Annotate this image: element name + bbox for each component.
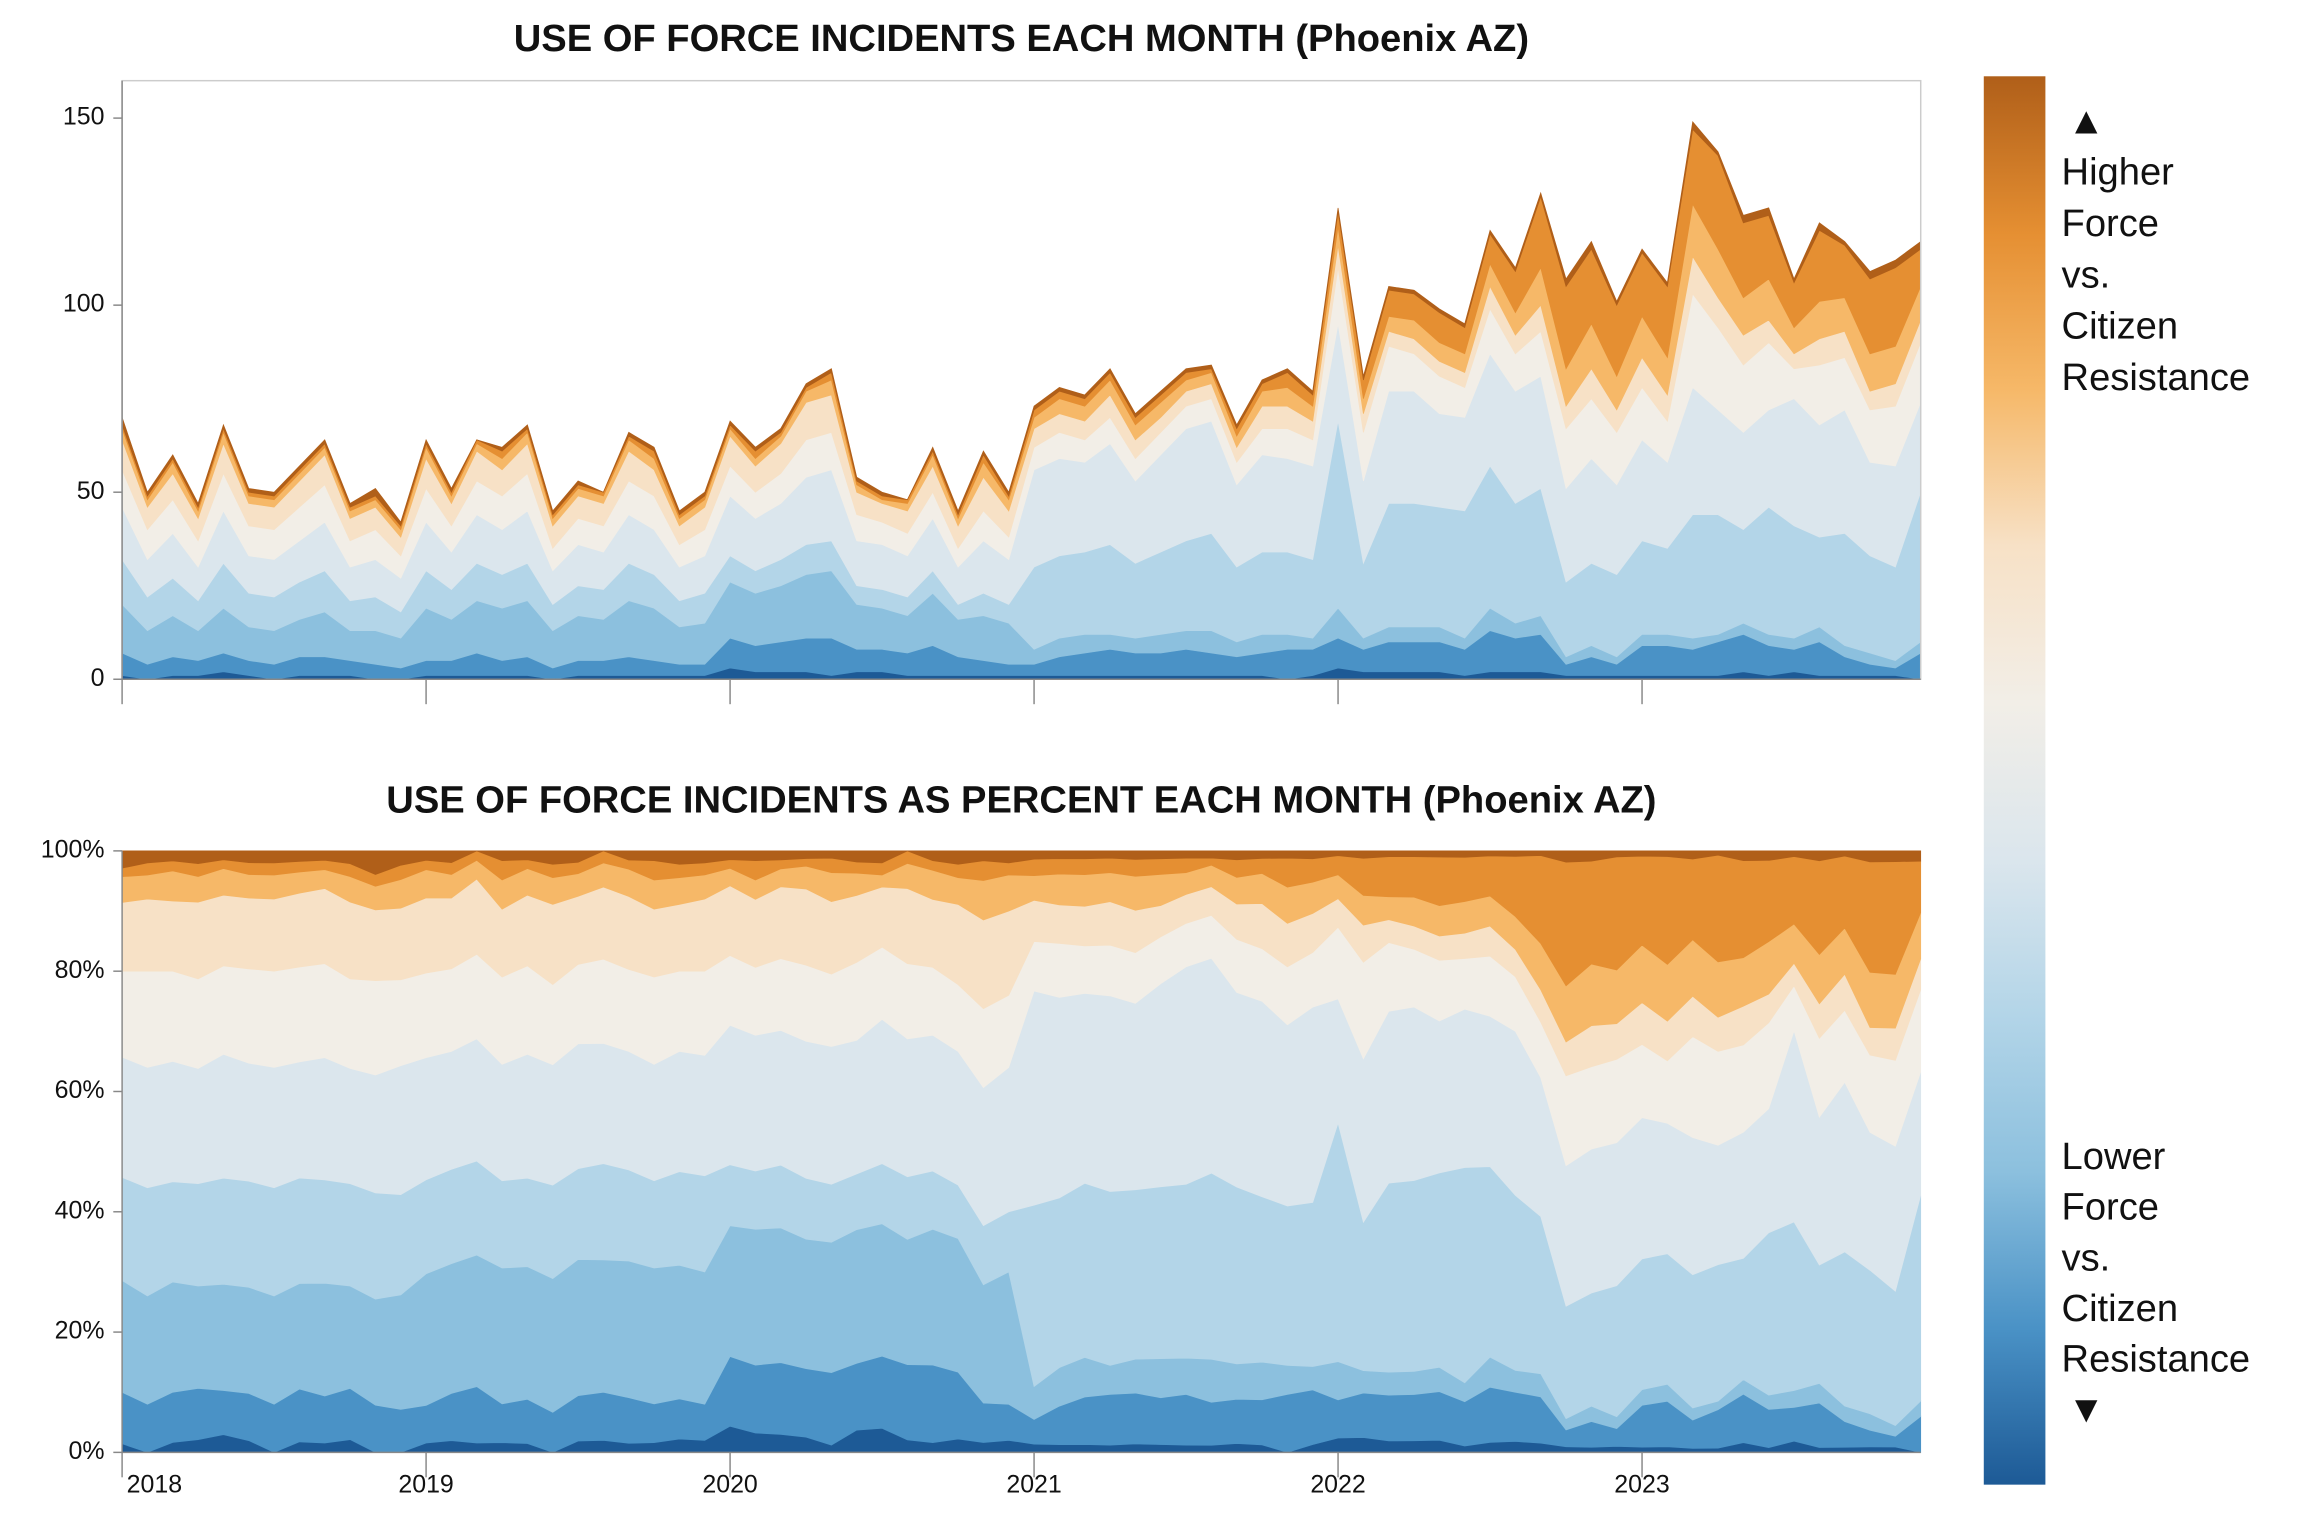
x-tick-label: 2018 xyxy=(127,1471,182,1499)
y-tick-label: 0 xyxy=(91,664,105,692)
y-tick-label: 100 xyxy=(63,290,105,318)
y-tick-label: 20% xyxy=(55,1317,105,1345)
legend-label: ▲ xyxy=(2067,99,2105,142)
legend-label: Resistance xyxy=(2062,1337,2251,1380)
y-tick-label: 60% xyxy=(55,1076,105,1104)
x-tick-label: 2023 xyxy=(1614,1471,1669,1499)
x-tick-label: 2022 xyxy=(1310,1471,1365,1499)
area-layer xyxy=(121,850,1922,875)
y-tick-label: 150 xyxy=(63,103,105,131)
y-tick-label: 80% xyxy=(55,956,105,984)
legend-label: ▼ xyxy=(2067,1388,2105,1431)
color-ramp xyxy=(1983,76,2046,1485)
y-tick-label: 0% xyxy=(68,1437,104,1465)
chart-title: USE OF FORCE INCIDENTS EACH MONTH (Phoen… xyxy=(514,17,1529,60)
y-tick-label: 40% xyxy=(55,1196,105,1224)
x-tick-label: 2019 xyxy=(398,1471,453,1499)
legend-label: Higher xyxy=(2062,151,2175,194)
y-tick-label: 50 xyxy=(77,477,105,505)
legend-label: Citizen xyxy=(2062,1287,2179,1330)
legend-label: Force xyxy=(2062,1186,2159,1229)
y-tick-label: 100% xyxy=(41,835,105,863)
x-tick-label: 2020 xyxy=(702,1471,757,1499)
legend-label: Resistance xyxy=(2062,356,2251,399)
legend-label: Force xyxy=(2062,202,2159,245)
chart-title: USE OF FORCE INCIDENTS AS PERCENT EACH M… xyxy=(386,779,1656,822)
x-tick-label: 2021 xyxy=(1006,1471,1061,1499)
legend-label: Lower xyxy=(2062,1135,2166,1178)
legend-label: vs. xyxy=(2062,1236,2111,1279)
legend-label: Citizen xyxy=(2062,305,2179,348)
legend-label: vs. xyxy=(2062,253,2111,296)
